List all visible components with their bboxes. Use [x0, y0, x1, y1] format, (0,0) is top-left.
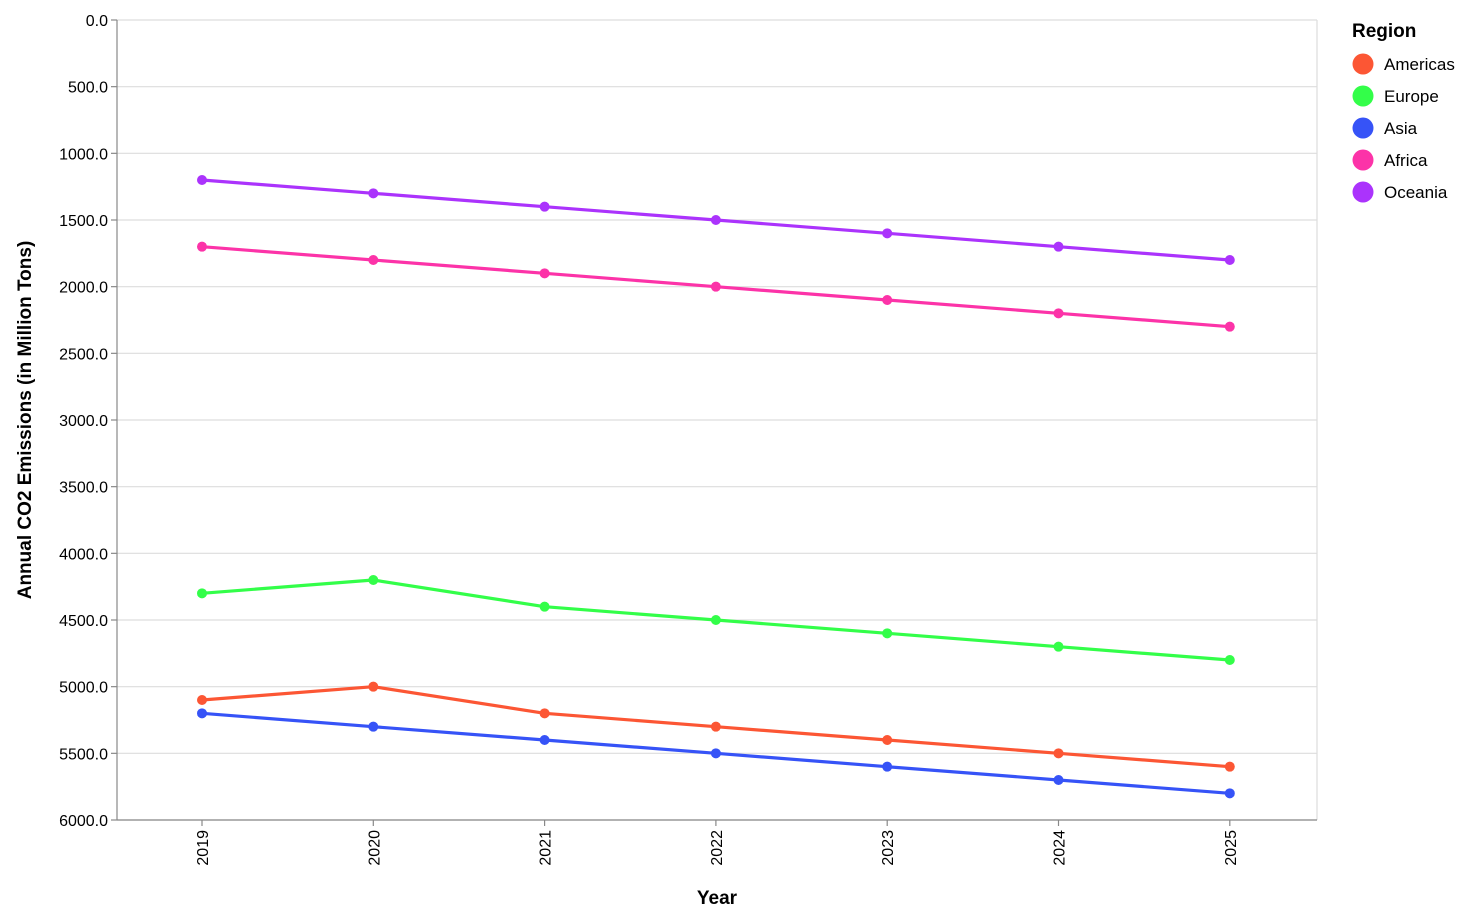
data-point-africa[interactable]: [710, 281, 721, 292]
y-tick-label: 3000.0: [59, 413, 108, 430]
legend-swatch-americas: [1352, 53, 1374, 75]
y-tick-label: 5500.0: [59, 746, 108, 763]
data-point-europe[interactable]: [539, 601, 550, 612]
legend-label-europe: Europe: [1384, 87, 1439, 106]
x-tick-label: 2025: [1223, 830, 1240, 866]
data-point-africa[interactable]: [1053, 308, 1064, 319]
legend-swatch-oceania: [1352, 181, 1374, 203]
x-axis-title: Year: [697, 888, 738, 909]
series-points: [197, 175, 1235, 799]
data-point-americas[interactable]: [710, 721, 721, 732]
y-tick-label: 3500.0: [59, 480, 108, 497]
data-point-europe[interactable]: [1224, 655, 1235, 665]
data-point-europe[interactable]: [710, 615, 721, 625]
data-point-oceania[interactable]: [368, 188, 379, 199]
x-tick-label: 2023: [880, 830, 897, 866]
data-point-americas[interactable]: [1053, 748, 1064, 759]
data-point-oceania[interactable]: [882, 228, 893, 239]
x-tick-label: 2020: [366, 830, 383, 866]
data-point-asia[interactable]: [1224, 788, 1235, 799]
legend-label-africa: Africa: [1384, 151, 1428, 170]
data-point-oceania[interactable]: [1224, 255, 1235, 265]
data-point-americas[interactable]: [197, 695, 207, 705]
y-tick-label: 2500.0: [59, 346, 108, 363]
data-point-africa[interactable]: [368, 255, 379, 265]
data-point-africa[interactable]: [197, 241, 207, 252]
data-point-europe[interactable]: [882, 628, 893, 639]
data-point-americas[interactable]: [882, 735, 893, 745]
x-axis-ticks: 2019 2020 2021 2022 2023 2024 2025: [195, 820, 1240, 866]
data-point-asia[interactable]: [539, 735, 550, 745]
y-tick-label: 2000.0: [59, 280, 108, 297]
data-point-africa[interactable]: [539, 268, 550, 279]
legend-swatch-europe: [1352, 85, 1374, 107]
y-tick-label: 5000.0: [59, 680, 108, 697]
data-point-asia[interactable]: [710, 748, 721, 759]
legend-swatch-africa: [1352, 149, 1374, 171]
data-point-oceania[interactable]: [1053, 241, 1064, 252]
x-tick-label: 2024: [1052, 830, 1069, 866]
legend-label-americas: Americas: [1384, 55, 1455, 74]
data-point-asia[interactable]: [882, 761, 893, 772]
data-point-africa[interactable]: [1224, 321, 1235, 332]
data-point-europe[interactable]: [1053, 641, 1064, 652]
x-tick-label: 2021: [538, 830, 555, 866]
y-tick-label: 500.0: [68, 80, 108, 97]
data-point-americas[interactable]: [1224, 761, 1235, 772]
data-point-asia[interactable]: [1053, 775, 1064, 785]
legend-swatch-asia: [1352, 117, 1374, 139]
data-point-europe[interactable]: [197, 588, 207, 599]
legend-title: Region: [1352, 21, 1416, 42]
data-point-asia[interactable]: [197, 708, 207, 719]
data-point-asia[interactable]: [368, 721, 379, 732]
y-axis-ticks: 0.0 500.0 1000.0 1500.0 2000.0 2500.0 3000.0 35…: [59, 13, 117, 830]
data-point-americas[interactable]: [368, 681, 379, 692]
legend: Region Americas Europe Asia Africa Oceania: [1352, 21, 1455, 203]
y-tick-label: 4000.0: [59, 546, 108, 563]
data-point-oceania[interactable]: [197, 175, 207, 185]
y-tick-label: 1000.0: [59, 146, 108, 163]
y-tick-label: 4500.0: [59, 613, 108, 630]
y-axis-title: Annual CO2 Emissions (in Million Tons): [15, 241, 36, 600]
legend-label-oceania: Oceania: [1384, 183, 1448, 202]
y-tick-label: 1500.0: [59, 213, 108, 230]
x-tick-label: 2019: [195, 830, 212, 866]
x-tick-label: 2022: [709, 830, 726, 866]
y-tick-label: 0.0: [86, 13, 108, 30]
data-point-africa[interactable]: [882, 295, 893, 305]
data-point-oceania[interactable]: [710, 215, 721, 225]
legend-label-asia: Asia: [1384, 119, 1418, 138]
gridlines: [117, 19, 1318, 821]
y-tick-label: 6000.0: [59, 813, 108, 830]
data-point-americas[interactable]: [539, 708, 550, 719]
data-point-oceania[interactable]: [539, 201, 550, 212]
data-point-europe[interactable]: [368, 575, 379, 585]
